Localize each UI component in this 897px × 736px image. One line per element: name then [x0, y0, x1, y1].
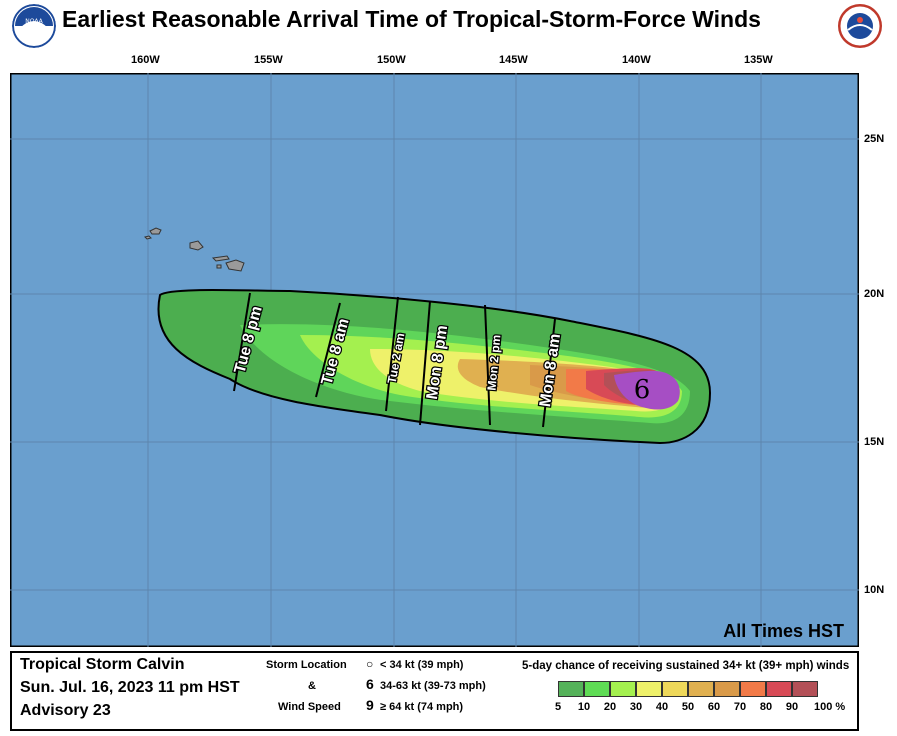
- svg-text:NOAA: NOAA: [25, 18, 43, 25]
- probability-swatch: [740, 681, 766, 697]
- lon-145w: 145W: [499, 54, 528, 66]
- map: Tue 8 pm Tue 8 am Tue 2 am Mon 8 pm Mon …: [10, 73, 859, 647]
- probability-label: 20: [603, 701, 617, 713]
- probability-label: 60: [707, 701, 721, 713]
- lon-160w: 160W: [131, 54, 160, 66]
- probability-swatch: [688, 681, 714, 697]
- lon-135w: 135W: [744, 54, 773, 66]
- probability-label: 30: [629, 701, 643, 713]
- graticule: [10, 73, 859, 647]
- nws-logo: [838, 4, 882, 48]
- noaa-logo: NOAA: [12, 4, 56, 48]
- symbol-legend-hu: ≥ 64 kt (74 mph): [380, 701, 464, 713]
- lat-15n: 15N: [864, 436, 885, 448]
- probability-label: 50: [681, 701, 695, 713]
- time-isochrones: [233, 292, 556, 428]
- probability-label: 100 %: [814, 701, 846, 713]
- times-note: All Times HST: [723, 621, 844, 641]
- map-title: Earliest Reasonable Arrival Time of Trop…: [62, 6, 761, 32]
- probability-swatch: [636, 681, 662, 697]
- probability-label: 80: [759, 701, 773, 713]
- symbol-legend-line1: Storm Location: [266, 659, 347, 671]
- symbol-legend-line2: Wind Speed: [278, 701, 341, 713]
- symbol-legend-amp: &: [308, 680, 316, 692]
- lon-140w: 140W: [622, 54, 651, 66]
- probability-label: 90: [785, 701, 799, 713]
- probability-swatch: [584, 681, 610, 697]
- probability-swatch: [792, 681, 818, 697]
- legend-panel: Tropical Storm Calvin Sun. Jul. 16, 2023…: [10, 651, 859, 731]
- probability-swatch: [558, 681, 584, 697]
- probability-swatch: [662, 681, 688, 697]
- probability-label: 10: [577, 701, 591, 713]
- probability-legend-title: 5-day chance of receiving sustained 34+ …: [522, 660, 850, 672]
- circle-icon: ○: [366, 657, 374, 671]
- lat-25n: 25N: [864, 133, 885, 145]
- storm-name: Tropical Storm Calvin: [20, 656, 185, 673]
- probability-swatch: [610, 681, 636, 697]
- hawaii-islands: [144, 227, 245, 272]
- probability-swatch: [714, 681, 740, 697]
- probability-label: 5: [554, 701, 562, 713]
- advisory-number: Advisory 23: [20, 702, 111, 719]
- storm-location-icon: 6: [634, 375, 651, 405]
- probability-label: 40: [655, 701, 669, 713]
- time-label-mon-2pm: Mon 2 pm: [485, 334, 504, 391]
- lon-155w: 155W: [254, 54, 283, 66]
- probability-label: 70: [733, 701, 747, 713]
- probability-swatch: [766, 681, 792, 697]
- lon-150w: 150W: [377, 54, 406, 66]
- symbol-legend-weak: < 34 kt (39 mph): [380, 659, 464, 671]
- hurricane-icon: 9: [366, 697, 374, 713]
- lat-20n: 20N: [864, 288, 885, 300]
- lat-10n: 10N: [864, 584, 885, 596]
- tropical-storm-icon: 6: [366, 676, 374, 692]
- symbol-legend-ts: 34-63 kt (39-73 mph): [380, 680, 486, 692]
- advisory-datetime: Sun. Jul. 16, 2023 11 pm HST: [20, 679, 240, 696]
